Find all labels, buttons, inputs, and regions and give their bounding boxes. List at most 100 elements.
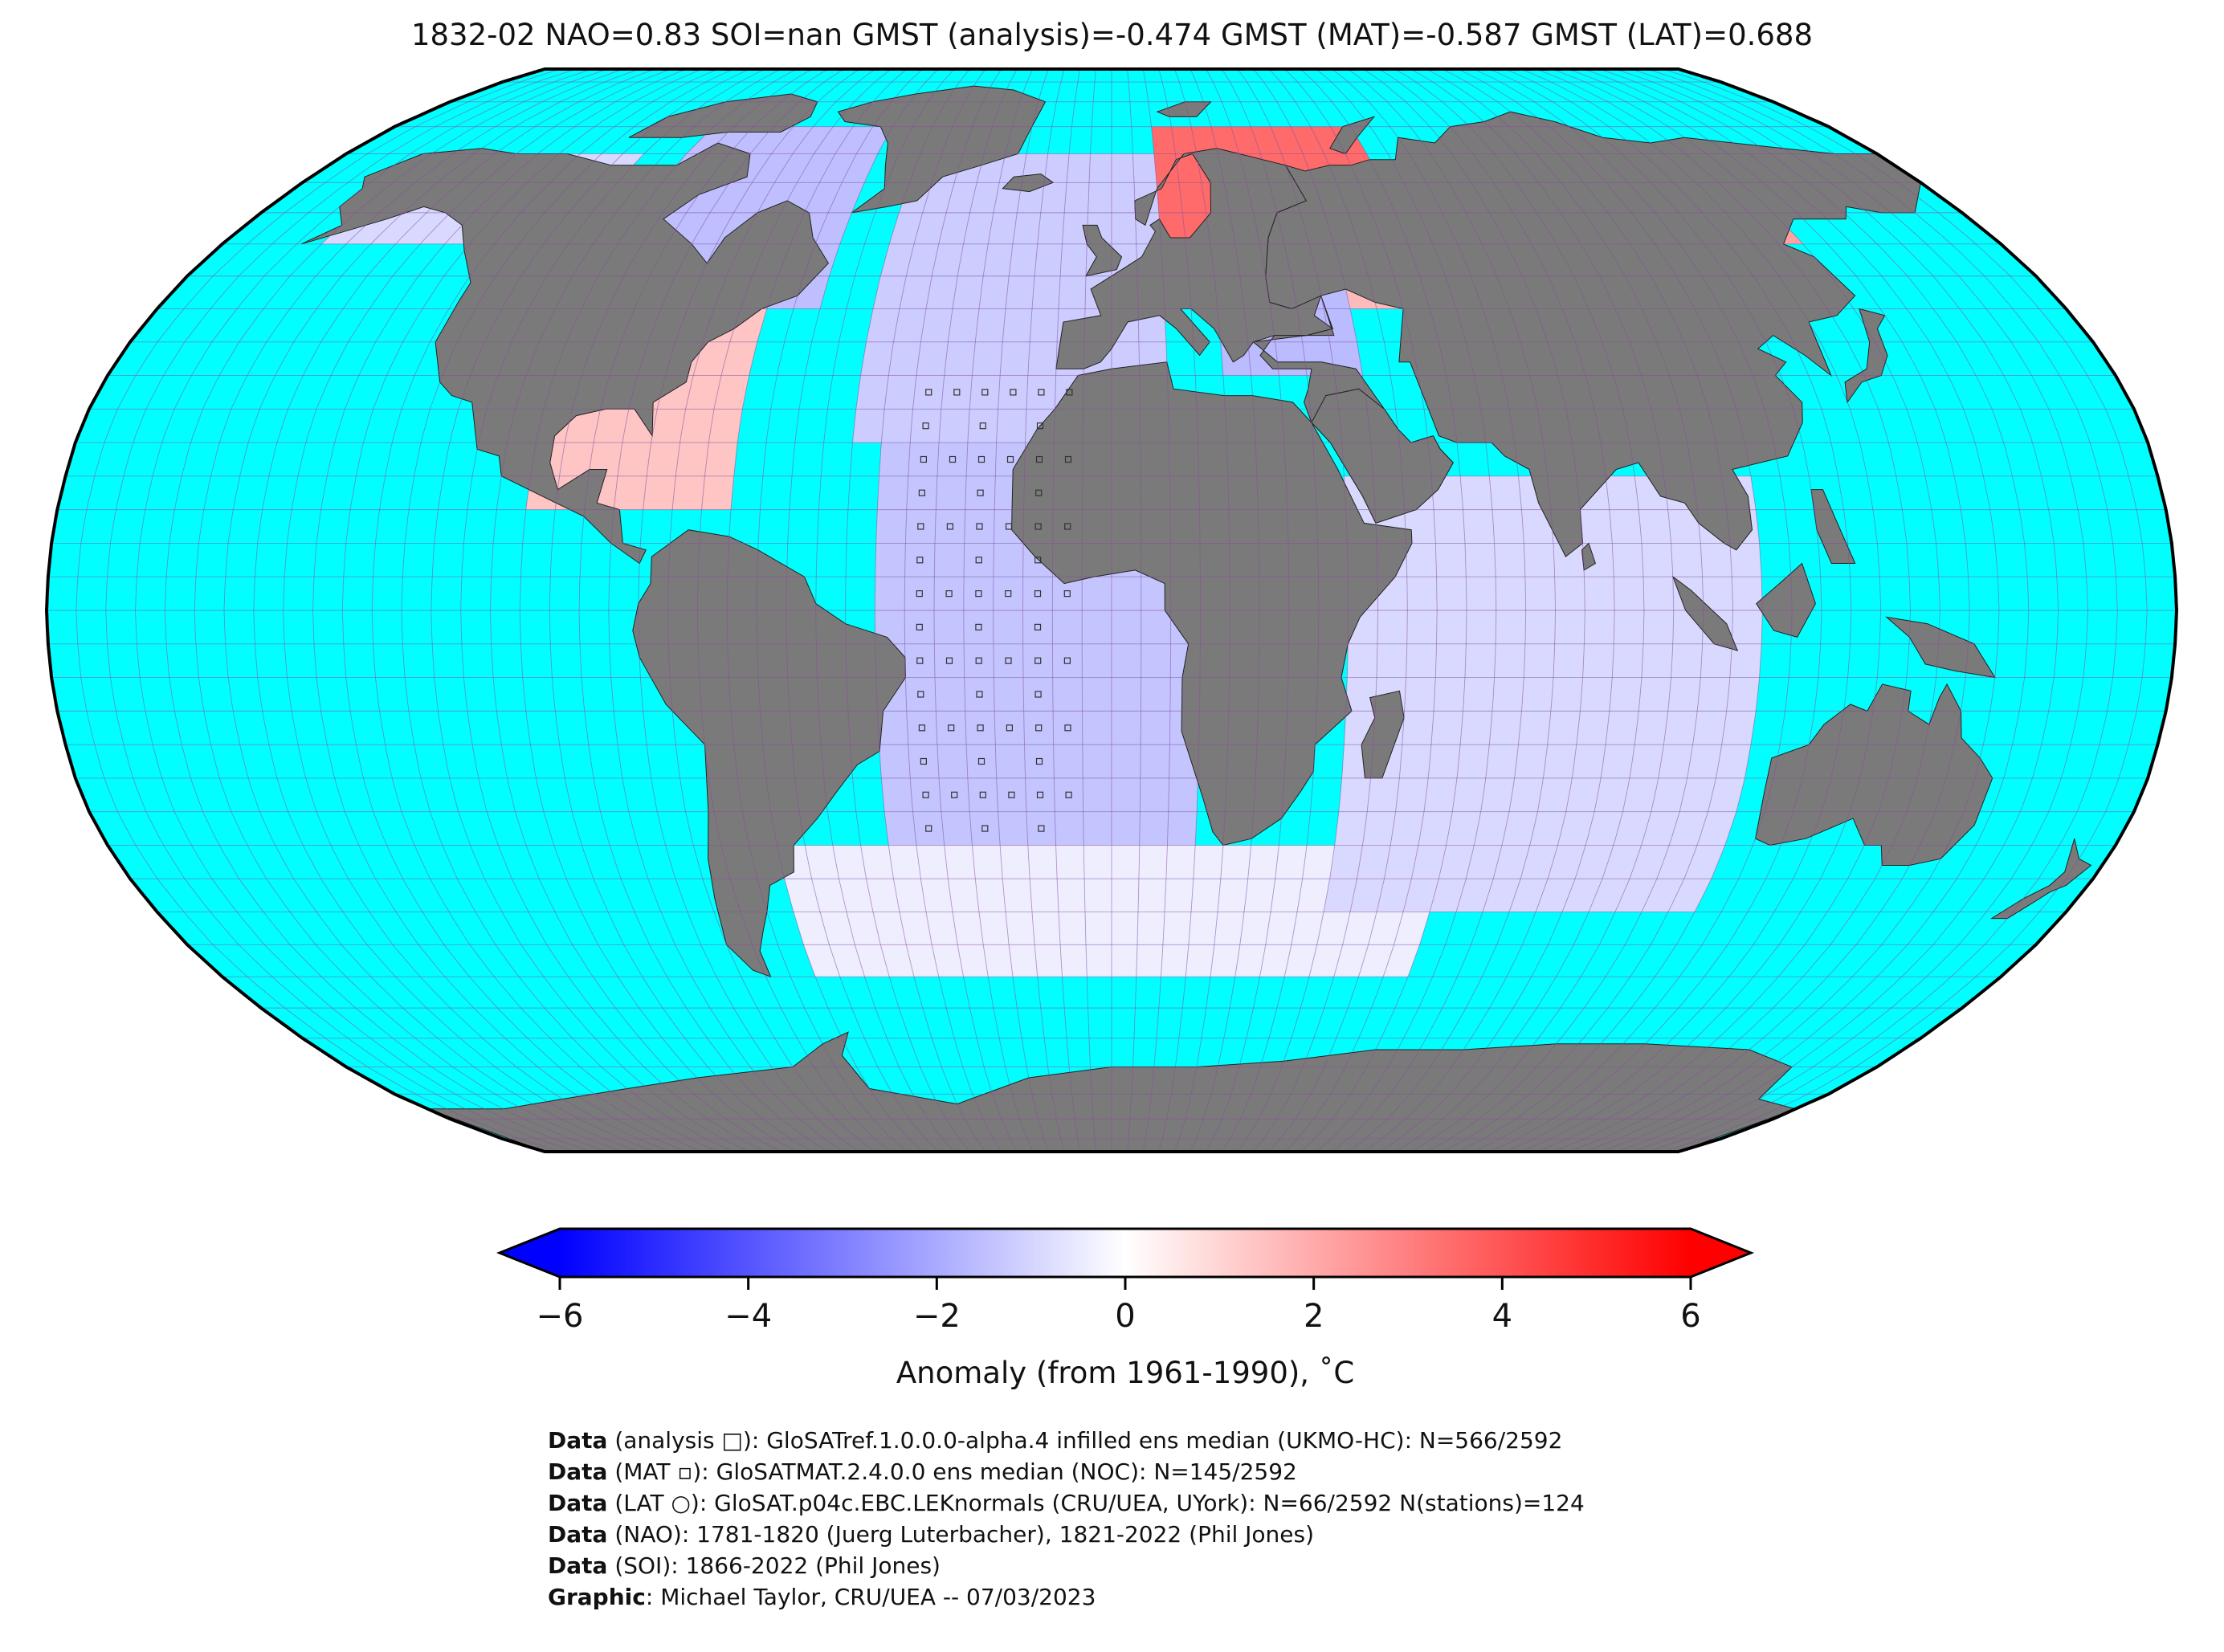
anomaly-cell-southern-belt <box>1368 912 1404 945</box>
station-marker <box>949 455 957 463</box>
anomaly-cell-scandinavia-warm <box>1251 126 1282 154</box>
anomaly-cell-us-east-warm <box>704 443 738 476</box>
anomaly-cell-southern-belt <box>1112 845 1140 879</box>
land-borneo <box>1756 562 1816 638</box>
anomaly-cell-atlantic-basin <box>1083 811 1112 846</box>
station-marker <box>1005 657 1012 664</box>
anomaly-cell-canada-cold <box>774 153 814 183</box>
anomaly-cell-canada-cold <box>686 126 733 154</box>
anomaly-cell-indian-ocean <box>1614 577 1644 610</box>
anomaly-cell-north-atlantic-east <box>920 308 953 342</box>
anomaly-cell-north-atlantic-east <box>884 375 916 410</box>
anomaly-cell-atlantic-basin <box>1141 577 1171 610</box>
anomaly-cell-southern-belt <box>1302 845 1335 879</box>
anomaly-cell-indian-ocean <box>1466 845 1503 879</box>
anomaly-cell-indian-ocean <box>1514 744 1548 778</box>
anomaly-cell-indian-ocean <box>1494 543 1525 577</box>
anomaly-cell-southern-belt <box>829 944 865 977</box>
anomaly-cell-atlantic-basin <box>964 677 995 712</box>
anomaly-cell-southern-belt <box>1214 912 1245 945</box>
anomaly-cell-indian-ocean <box>1663 711 1698 745</box>
anomaly-cell-atlantic-basin <box>906 711 937 745</box>
anomaly-cell-scandinavia-warm <box>1171 126 1197 154</box>
station-marker <box>1006 724 1014 732</box>
anomaly-cell-scandinavia-warm <box>1153 153 1179 183</box>
anomaly-cell-indian-ocean <box>1622 777 1659 812</box>
anomaly-cell-indian-ocean <box>1466 577 1496 610</box>
anomaly-cell-atlantic-basin <box>904 543 935 577</box>
station-marker <box>975 623 982 631</box>
anomaly-cell-canada-cold <box>757 182 798 213</box>
credit-line: Data (MAT ▫): GloSATMAT.2.4.0.0 ens medi… <box>548 1456 1585 1487</box>
credit-line-text: (SOI): 1866-2022 (Phil Jones) <box>607 1552 941 1579</box>
anomaly-cell-indian-ocean <box>1395 777 1429 812</box>
colorbar-gradient <box>560 1229 1691 1277</box>
anomaly-cell-southern-belt <box>1193 845 1223 879</box>
anomaly-cell-indian-ocean <box>1520 845 1558 879</box>
anomaly-cell-indian-ocean <box>1438 845 1475 879</box>
anomaly-cell-southern-belt <box>872 912 907 945</box>
anomaly-cell-indian-ocean <box>1406 643 1437 678</box>
anomaly-cell-southern-belt <box>932 944 964 977</box>
station-marker <box>1034 589 1042 598</box>
station-marker <box>920 757 928 765</box>
station-marker <box>1064 455 1072 463</box>
anomaly-cell-indian-ocean <box>1642 879 1684 912</box>
anomaly-cell-north-atlantic-east <box>922 182 955 213</box>
anomaly-cell-indian-ocean <box>1404 677 1436 712</box>
anomaly-cell-north-atlantic-east <box>969 182 1000 213</box>
anomaly-cell-southern-belt <box>952 912 984 945</box>
anomaly-cell-indian-ocean <box>1580 677 1613 712</box>
anomaly-cell-southern-belt <box>1057 879 1085 912</box>
station-marker <box>1006 455 1014 463</box>
anomaly-cell-indian-ocean <box>1402 711 1434 745</box>
anomaly-cell-indian-ocean <box>1642 543 1673 577</box>
anomaly-cell-us-east-warm <box>693 341 730 376</box>
anomaly-cell-atlantic-basin <box>965 711 996 745</box>
anomaly-cell-southern-belt <box>1316 912 1351 945</box>
anomaly-cell-atlantic-basin <box>905 509 937 544</box>
anomaly-cell-atlantic-basin <box>1112 677 1141 712</box>
anomaly-cell-southern-belt <box>1009 944 1038 977</box>
anomaly-cell-indian-ocean <box>1721 711 1757 745</box>
anomaly-cell-southern-belt <box>1000 845 1030 879</box>
anomaly-cell-indian-ocean <box>1543 744 1577 778</box>
station-marker <box>975 657 982 664</box>
anomaly-cell-north-atlantic-east <box>852 409 885 443</box>
anomaly-cell-north-atlantic-east <box>1067 153 1091 183</box>
anomaly-cell-indian-ocean <box>1418 811 1453 846</box>
anomaly-cell-atlantic-basin <box>1055 811 1084 846</box>
anomaly-cell-indian-ocean <box>1679 777 1716 812</box>
station-marker <box>1035 489 1043 496</box>
anomaly-cell-indian-ocean <box>1612 543 1644 577</box>
anomaly-cell-us-east-warm <box>679 409 714 443</box>
credit-line-heading: Data <box>548 1458 608 1485</box>
station-marker <box>981 389 989 396</box>
anomaly-cell-southern-belt <box>925 912 958 945</box>
anomaly-cell-atlantic-basin <box>1082 577 1112 610</box>
anomaly-cell-indian-ocean <box>1671 543 1703 577</box>
anomaly-cell-us-east-warm <box>593 409 629 443</box>
anomaly-cell-north-atlantic-east <box>946 182 977 213</box>
anomaly-cell-indian-ocean <box>1716 744 1751 778</box>
anomaly-cell-atlantic-basin <box>939 777 970 812</box>
anomaly-cell-atlantic-basin <box>879 744 911 778</box>
anomaly-cell-indian-ocean <box>1537 777 1573 812</box>
anomaly-cell-atlantic-basin <box>937 744 968 778</box>
anomaly-cell-indian-ocean <box>1606 475 1639 510</box>
anomaly-cell-southern-belt <box>920 879 953 912</box>
anomaly-cell-scandinavia-warm <box>1175 153 1202 183</box>
anomaly-cell-atlantic-basin <box>884 811 916 846</box>
anomaly-cell-indian-ocean <box>1428 744 1461 778</box>
anomaly-cell-southern-belt <box>1218 879 1248 912</box>
credit-line: Data (NAO): 1781-1820 (Juerg Luterbacher… <box>548 1519 1585 1550</box>
anomaly-cell-canada-cold <box>842 153 878 183</box>
anomaly-cell-north-atlantic-east <box>1040 182 1067 213</box>
anomaly-cell-canada-cold <box>835 126 873 154</box>
anomaly-cell-atlantic-basin <box>993 610 1023 644</box>
anomaly-cell-indian-ocean <box>1606 711 1639 745</box>
anomaly-cell-atlantic-basin <box>934 543 965 577</box>
credit-line: Data (LAT ○): GloSAT.p04c.EBC.LEKnormals… <box>548 1487 1585 1519</box>
anomaly-cell-indian-ocean <box>1411 845 1447 879</box>
colorbar-extend-high <box>1691 1229 1751 1277</box>
